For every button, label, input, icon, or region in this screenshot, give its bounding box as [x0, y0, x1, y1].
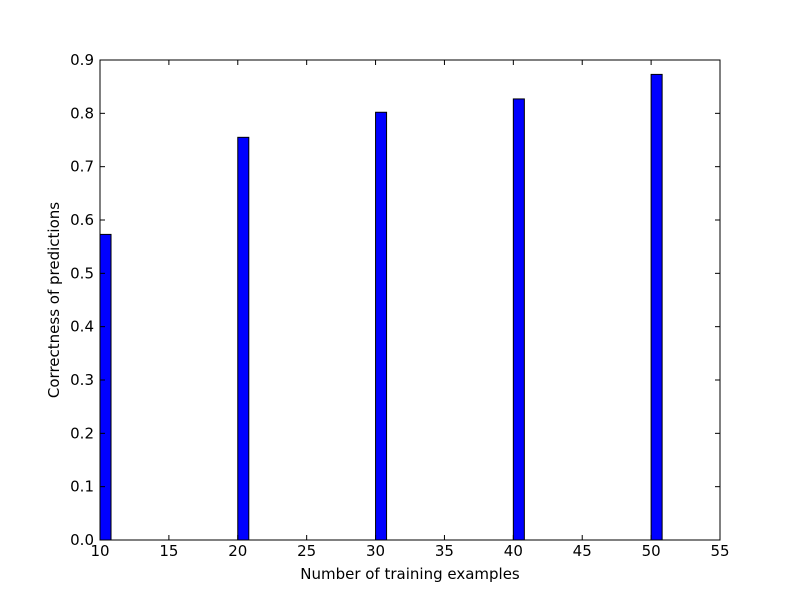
- y-tick-label: 0.5: [70, 264, 94, 282]
- bar-20: [237, 136, 250, 541]
- plot-frame: [99, 59, 721, 541]
- x-tick-label: 30: [366, 542, 385, 560]
- x-tick-label: 25: [297, 542, 316, 560]
- y-tick-label: 0.0: [70, 531, 94, 549]
- y-tick-label: 0.9: [70, 51, 94, 69]
- bar-50: [650, 73, 663, 541]
- bar-10: [99, 233, 112, 541]
- bar-40: [512, 98, 525, 541]
- x-tick-label: 20: [228, 542, 247, 560]
- y-tick-label: 0.7: [70, 158, 94, 176]
- y-axis-label: Correctness of predictions: [45, 202, 63, 398]
- y-tick-label: 0.3: [70, 371, 94, 389]
- x-tick-label: 10: [90, 542, 109, 560]
- ticks-group: 10 15 20 25 30 35 40 45 50 55 0.0 0.1 0.2 0.3 0.4 0.5 0.…: [70, 51, 729, 560]
- y-tick-label: 0.6: [70, 211, 94, 229]
- x-tick-label: 55: [710, 542, 729, 560]
- x-tick-label: 40: [504, 542, 523, 560]
- bars-group: [99, 73, 663, 541]
- x-tick-label: 50: [642, 542, 661, 560]
- x-tick-label: 35: [435, 542, 454, 560]
- y-tick-label: 0.2: [70, 424, 94, 442]
- y-tick-label: 0.4: [70, 318, 94, 336]
- y-tick-label: 0.8: [70, 104, 94, 122]
- x-tick-label: 15: [159, 542, 178, 560]
- y-tick-label: 0.1: [70, 478, 94, 496]
- bar-30: [375, 111, 388, 541]
- x-axis-label: Number of training examples: [300, 565, 520, 583]
- x-tick-label: 45: [573, 542, 592, 560]
